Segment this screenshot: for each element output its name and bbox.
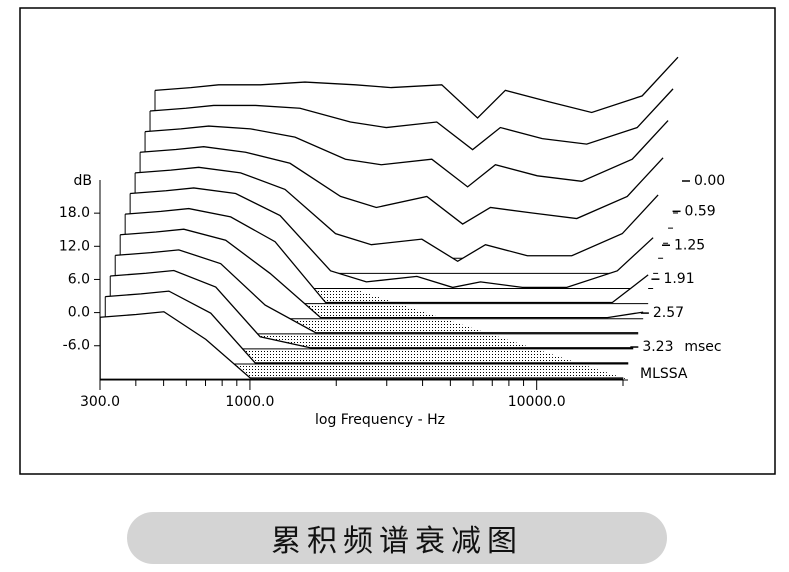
t-unit-label: msec — [684, 339, 721, 355]
t-tick-label: 0.59 — [685, 203, 716, 219]
slice-fill — [100, 311, 624, 380]
frame — [19, 7, 776, 475]
t-tick-label: 0.00 — [694, 173, 725, 189]
y-tick-label: -6.0 — [63, 338, 90, 354]
slice-line — [125, 207, 649, 304]
slice-line — [100, 311, 624, 379]
x-tick-label: 300.0 — [80, 394, 120, 410]
y-tick-label: 6.0 — [68, 271, 90, 287]
caption: 累积频谱衰减图 — [127, 512, 667, 564]
slice-line — [145, 120, 669, 188]
slice-line — [115, 249, 639, 334]
chart: dB log Frequency - Hz MLSSA 18.0 12.0 6.0 0… — [19, 7, 776, 475]
slice-line — [154, 56, 679, 119]
y-tick-label: 18.0 — [59, 205, 90, 221]
y-tick-label: 0.0 — [68, 305, 90, 321]
t-tick-label: 1.25 — [674, 237, 705, 253]
slice-line — [149, 88, 674, 151]
slice-line — [110, 269, 634, 349]
y-tick-label: 12.0 — [59, 238, 90, 254]
slice-line — [130, 187, 654, 289]
slice-line — [135, 166, 659, 263]
t-tick-label: 2.57 — [653, 305, 684, 321]
slice-line — [120, 228, 644, 319]
x-tick-label: 10000.0 — [508, 394, 566, 410]
slice-fill — [105, 291, 629, 365]
x-tick-label: 1000.0 — [225, 394, 274, 410]
slice-fill — [110, 270, 634, 349]
slice-line — [105, 290, 629, 364]
y-axis-label: dB — [74, 173, 93, 189]
t-tick-label: 3.23 — [642, 339, 673, 355]
x-axis-label: log Frequency - Hz — [315, 412, 445, 428]
brand-label: MLSSA — [640, 366, 688, 382]
slice-fill — [115, 249, 639, 334]
slice-line — [140, 146, 664, 225]
t-tick-label: 1.91 — [663, 271, 694, 287]
